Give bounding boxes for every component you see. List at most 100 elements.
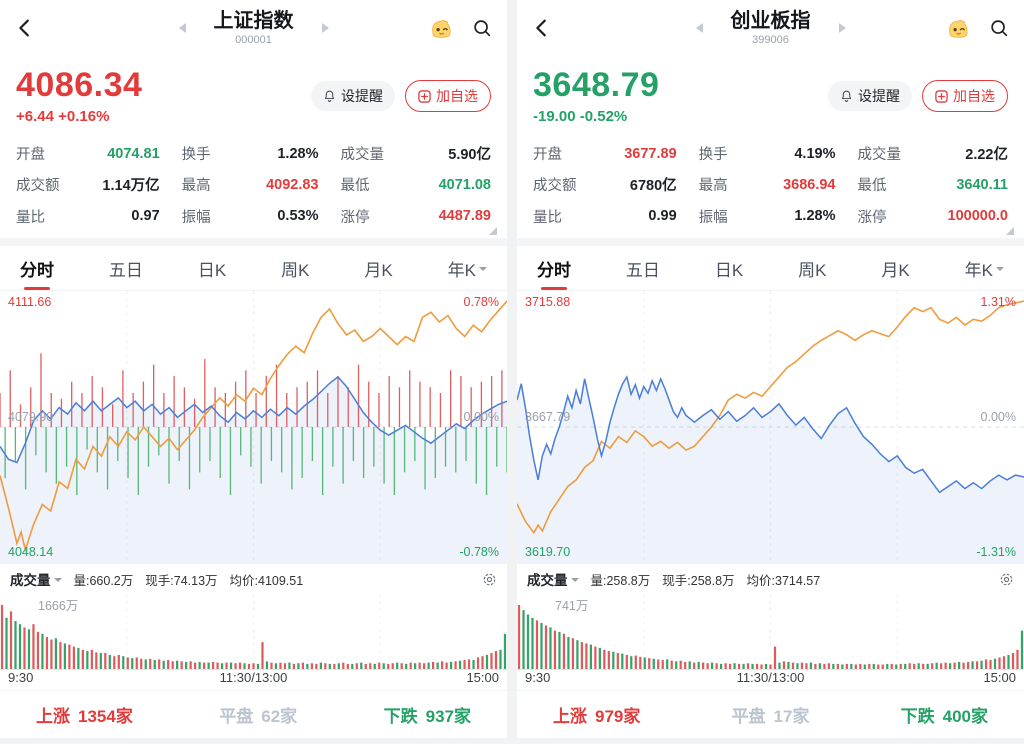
advancers-count[interactable]: 上涨 979家 xyxy=(553,707,641,726)
index-title: 创业板指 xyxy=(730,9,811,32)
next-index-icon[interactable] xyxy=(321,23,329,33)
tab-5day[interactable]: 五日 xyxy=(108,260,143,280)
unchanged-count[interactable]: 平盘 62家 xyxy=(219,707,298,726)
add-watchlist-button[interactable]: 加自选 xyxy=(405,80,491,112)
tab-minute[interactable]: 分时 xyxy=(20,256,54,281)
tab-monthly-k[interactable]: 月K xyxy=(364,260,393,280)
avg-price-stat: 均价:3714.57 xyxy=(746,573,821,588)
stat-volume: 成交量 5.90亿 xyxy=(340,147,491,164)
volume-indicator-dropdown[interactable]: 成交量 xyxy=(527,569,579,589)
next-index-icon[interactable] xyxy=(838,23,846,33)
add-watchlist-button[interactable]: 加自选 xyxy=(922,80,1008,112)
volume-stat: 量:660.2万 xyxy=(73,573,134,588)
stat-open: 开盘 3677.89 xyxy=(533,145,677,164)
tab-minute[interactable]: 分时 xyxy=(537,256,571,281)
time-axis: 9:30 11:30/13:00 15:00 xyxy=(0,670,507,690)
set-alert-button[interactable]: 设提醒 xyxy=(311,81,395,111)
hand-stat: 现手:258.8万 xyxy=(662,573,735,588)
expand-stats-handle[interactable] xyxy=(1006,227,1014,235)
bell-icon xyxy=(323,89,336,103)
chart-prevclose-label: 3667.79 xyxy=(525,410,571,425)
tab-5day[interactable]: 五日 xyxy=(625,260,660,280)
settings-icon[interactable] xyxy=(482,572,497,587)
current-price: 3648.79 xyxy=(533,66,660,105)
volume-chart-svg xyxy=(0,594,507,670)
price-change-pct: -0.52% xyxy=(579,108,628,126)
index-title: 上证指数 xyxy=(213,9,294,32)
chart-highpct-label: 1.31% xyxy=(980,295,1016,309)
price-section: 3648.79 -19.00 -0.52% 设提醒 加自选 xyxy=(517,56,1024,136)
expand-stats-handle[interactable] xyxy=(489,227,497,235)
tab-monthly-k[interactable]: 月K xyxy=(881,260,910,280)
stat-limit-up: 涨停 100000.0 xyxy=(857,208,1008,226)
current-price: 4086.34 xyxy=(16,66,143,105)
stat-amplitude: 振幅 0.53% xyxy=(181,208,319,226)
search-icon[interactable] xyxy=(471,17,493,39)
set-alert-button[interactable]: 设提醒 xyxy=(828,81,912,111)
tab-weekly-k[interactable]: 周K xyxy=(281,260,310,280)
mascot-emoji-icon[interactable] xyxy=(428,15,455,42)
time-midday: 11:30/13:00 xyxy=(219,670,288,685)
search-icon[interactable] xyxy=(988,17,1010,39)
chart-low-label: 3619.70 xyxy=(525,545,571,559)
volume-chart[interactable]: 1666万 xyxy=(0,594,507,670)
bottom-page-strip xyxy=(0,738,1024,744)
header: 创业板指 399006 xyxy=(517,0,1024,56)
decliners-count[interactable]: 下跌 937家 xyxy=(383,707,471,726)
stat-high: 最高 3686.94 xyxy=(698,176,836,195)
price-change-pct: +0.16% xyxy=(58,108,110,126)
volume-chart[interactable]: 741万 xyxy=(517,594,1024,670)
back-icon[interactable] xyxy=(14,17,36,39)
plus-square-icon xyxy=(935,89,948,103)
time-close: 15:00 xyxy=(983,670,1016,685)
prev-index-icon[interactable] xyxy=(178,23,186,33)
minute-chart[interactable]: 4111.66 4079.90 4048.14 0.78% 0.00% -0.7… xyxy=(0,291,507,563)
volume-max-label: 741万 xyxy=(555,599,589,613)
index-code: 399006 xyxy=(752,33,789,46)
stat-low: 最低 4071.08 xyxy=(340,176,491,195)
decliners-count[interactable]: 下跌 400家 xyxy=(900,707,988,726)
time-open: 9:30 xyxy=(525,670,551,685)
mascot-emoji-icon[interactable] xyxy=(945,15,972,42)
chart-high-label: 3715.88 xyxy=(525,295,571,309)
bell-icon xyxy=(840,89,853,103)
settings-icon[interactable] xyxy=(999,572,1014,587)
chevron-down-icon xyxy=(995,266,1004,275)
section-divider xyxy=(517,238,1024,246)
tab-weekly-k[interactable]: 周K xyxy=(798,260,827,280)
index-code: 000001 xyxy=(235,33,272,46)
tab-yearly-k[interactable]: 年K xyxy=(448,256,487,281)
stat-volume: 成交量 2.22亿 xyxy=(857,147,1008,164)
panel-divider xyxy=(507,0,517,738)
back-icon[interactable] xyxy=(531,17,553,39)
chevron-down-icon xyxy=(570,577,579,586)
stats-grid: 开盘 3677.89 换手 4.19% 成交量 2.22亿 成交额 6780亿 最高 36… xyxy=(517,136,1024,238)
stat-amount: 成交额 1.14万亿 xyxy=(16,178,160,195)
chart-prevclose-label: 4079.90 xyxy=(8,410,54,425)
time-close: 15:00 xyxy=(466,670,499,685)
stat-amplitude: 振幅 1.28% xyxy=(698,208,836,226)
tab-daily-k[interactable]: 日K xyxy=(197,260,227,280)
advancers-count[interactable]: 上涨 1354家 xyxy=(36,707,133,726)
prev-index-icon[interactable] xyxy=(695,23,703,33)
time-midday: 11:30/13:00 xyxy=(736,670,805,685)
volume-indicator-dropdown[interactable]: 成交量 xyxy=(10,569,62,589)
unchanged-count[interactable]: 平盘 17家 xyxy=(731,707,810,726)
chevron-down-icon xyxy=(478,266,487,275)
tab-daily-k[interactable]: 日K xyxy=(714,260,744,280)
minute-chart[interactable]: 3715.88 3667.79 3619.70 1.31% 0.00% -1.3… xyxy=(517,291,1024,563)
chart-zeropct-label: 0.00% xyxy=(463,410,499,425)
price-change: +6.44 xyxy=(16,108,54,126)
stats-grid: 开盘 4074.81 换手 1.28% 成交量 5.90亿 成交额 1.14万亿 最高 4… xyxy=(0,136,507,238)
chart-zeropct-label: 0.00% xyxy=(980,410,1016,425)
stat-high: 最高 4092.83 xyxy=(181,176,319,195)
section-divider xyxy=(0,238,507,246)
plus-square-icon xyxy=(418,89,431,103)
stat-volume-ratio: 量比 0.97 xyxy=(16,208,160,226)
stat-turnover-rate: 换手 1.28% xyxy=(181,145,319,164)
stat-turnover-rate: 换手 4.19% xyxy=(698,145,836,164)
stat-limit-up: 涨停 4487.89 xyxy=(340,208,491,226)
tab-yearly-k[interactable]: 年K xyxy=(965,256,1004,281)
chart-high-label: 4111.66 xyxy=(8,295,52,309)
